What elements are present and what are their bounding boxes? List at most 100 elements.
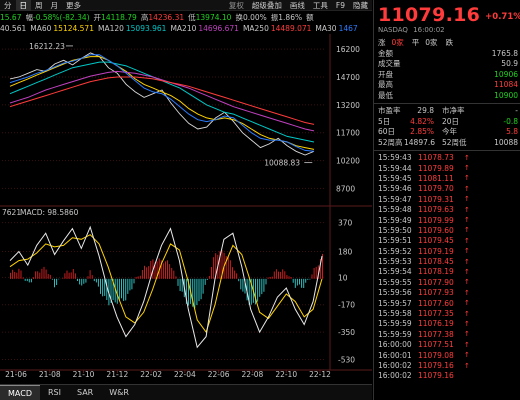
tick-up-arrow-icon: ↑ bbox=[464, 340, 470, 349]
macd-hist-bar bbox=[307, 278, 309, 280]
overlay-button[interactable]: 超级叠加 bbox=[251, 0, 282, 10]
macd-hist-bar bbox=[116, 278, 118, 304]
period-more-tab[interactable]: 更多 bbox=[66, 0, 81, 10]
macd-hist-bar bbox=[129, 278, 131, 291]
breadth-up-label: 涨 bbox=[378, 37, 386, 47]
macd-hist-bar bbox=[64, 273, 66, 279]
tick-row: 15:59:53 11078.45 ↑ bbox=[374, 256, 520, 266]
tick-row: 15:59:57 11077.60 ↑ bbox=[374, 298, 520, 308]
tick-price: 11081.11 bbox=[418, 173, 454, 183]
indicator-tab-macd[interactable]: MACD bbox=[0, 384, 40, 400]
quote-field-label: 最高 bbox=[378, 80, 393, 90]
price-lines bbox=[9, 52, 315, 156]
series-line-ma30 bbox=[9, 54, 315, 152]
info-prefix: 15.67 bbox=[0, 13, 22, 22]
quote-field-label: 成交量 bbox=[378, 59, 401, 69]
macd-hist-bar bbox=[204, 278, 206, 285]
amplitude-value: 1.86% bbox=[278, 13, 303, 22]
change-value: -0.58%(-82.34) bbox=[32, 13, 90, 22]
macd-hist-bar bbox=[225, 256, 227, 279]
tick-time: 15:59:49 bbox=[378, 215, 412, 225]
tick-row: 15:59:43 11078.73 ↑ bbox=[374, 153, 520, 163]
breadth-row: 涨 0家 平 0家 跌 bbox=[374, 36, 520, 48]
macd-hist-bar bbox=[33, 277, 34, 279]
price-header: 11079.16 +0.71% (+ bbox=[374, 0, 520, 26]
quote-field-row: 金额 1765.8 bbox=[374, 48, 520, 59]
tick-time: 15:59:50 bbox=[378, 225, 412, 235]
date-tick-label: 21-10 bbox=[73, 370, 95, 379]
tick-time: 16:00:01 bbox=[378, 350, 412, 360]
tools-button[interactable]: 工具 bbox=[312, 0, 328, 10]
macd-hist-bar bbox=[240, 278, 242, 290]
indicator-tab-rsi[interactable]: RSI bbox=[47, 387, 61, 397]
quote-field-row: 开盘 10906 bbox=[374, 69, 520, 80]
quote-field-row: 最低 10900 bbox=[374, 90, 520, 101]
macd-hist-bar bbox=[200, 278, 202, 300]
price-grid bbox=[0, 34, 372, 371]
macd-hist-bar bbox=[169, 264, 171, 279]
kline-chart[interactable]: 16200 14700 13200 11700 10200 8700 16212.23 10… bbox=[0, 34, 372, 380]
period-week-tab[interactable]: 周 bbox=[35, 0, 43, 10]
tick-list[interactable]: 15:59:43 11078.73 ↑ 15:59:44 11079.89 ↑ 15:59:… bbox=[374, 153, 520, 382]
stat-value: 29.8 bbox=[417, 106, 434, 116]
tick-up-arrow-icon: ↑ bbox=[464, 205, 470, 214]
date-tick-label: 22-12 bbox=[309, 370, 331, 379]
macd-hist-bar bbox=[292, 278, 294, 283]
exchange-row: NASDAQ 16:00:02 bbox=[374, 26, 520, 36]
stat-label: 60日 bbox=[378, 127, 396, 137]
macd-hist-bar bbox=[18, 268, 20, 279]
macd-hist-bar bbox=[255, 278, 256, 305]
macd-hist-bar bbox=[114, 278, 116, 303]
adjust-button[interactable]: 复权 bbox=[228, 0, 244, 10]
macd-hist-bar bbox=[227, 256, 229, 279]
macd-hist-bar bbox=[10, 272, 11, 279]
divider bbox=[374, 149, 520, 151]
stat-row: 5日 4.82% 20日 -0.8 bbox=[374, 116, 520, 127]
macd-hist-bar bbox=[154, 262, 156, 279]
price-tick-label: 16200 bbox=[336, 45, 360, 54]
macd-hist-bar bbox=[236, 273, 238, 279]
macd-hist-bar bbox=[83, 278, 85, 284]
tick-up-arrow-icon: ↑ bbox=[464, 309, 470, 318]
tick-time: 15:59:59 bbox=[378, 319, 412, 329]
macd-hist-bar bbox=[91, 275, 93, 279]
macd-hist-bar bbox=[66, 270, 68, 279]
tick-up-arrow-icon: ↑ bbox=[464, 288, 470, 297]
hide-button[interactable]: 隐藏 bbox=[353, 0, 368, 10]
date-tick-label: 21-12 bbox=[106, 370, 128, 379]
tick-time: 15:59:46 bbox=[378, 184, 412, 194]
low-value: 13974.10 bbox=[195, 13, 232, 22]
macd-hist-bar bbox=[121, 278, 122, 299]
period-day-tab[interactable]: 日 bbox=[15, 0, 31, 11]
tick-price: 11079.08 bbox=[418, 350, 454, 360]
period-minute-tab[interactable]: 分 bbox=[4, 0, 12, 10]
price-tick-label: 14700 bbox=[336, 73, 360, 82]
f9-button[interactable]: F9 bbox=[335, 0, 345, 10]
indicator-tab-wr[interactable]: W&R bbox=[109, 387, 129, 397]
stat-label: 52周高 bbox=[378, 137, 403, 147]
macd-hist-bar bbox=[221, 249, 223, 279]
high-value: 14236.31 bbox=[148, 13, 185, 22]
tick-row: 16:00:00 11077.51 ↑ bbox=[374, 340, 520, 350]
macd-hist-bar bbox=[148, 266, 150, 279]
macd-hist-bar bbox=[246, 278, 248, 301]
indicator-tab-sar[interactable]: SAR bbox=[76, 387, 94, 397]
macd-hist-bar bbox=[43, 266, 45, 279]
price-tick-label: 11700 bbox=[336, 129, 360, 138]
macd-hist-bar bbox=[22, 277, 24, 279]
ma250-value: 14489.071 bbox=[270, 24, 312, 33]
period-month-tab[interactable]: 月 bbox=[50, 0, 59, 10]
ma120-value: 15093.961 bbox=[125, 24, 167, 33]
draw-button[interactable]: 画线 bbox=[289, 0, 305, 10]
tick-time: 15:59:45 bbox=[378, 173, 412, 183]
series-line-ma210 bbox=[9, 70, 315, 132]
macd-hist-bar bbox=[30, 278, 32, 283]
macd-hist-bar bbox=[41, 268, 43, 279]
macd-hist-bar bbox=[208, 276, 210, 279]
macd-hist-bar bbox=[58, 278, 60, 280]
tick-up-arrow-icon: ↑ bbox=[464, 164, 470, 173]
ma60-label: MA60 bbox=[30, 24, 52, 33]
macd-hist-bar bbox=[171, 267, 173, 279]
macd-hist-bar bbox=[110, 278, 112, 303]
macd-tick-label: -170 bbox=[338, 301, 355, 310]
